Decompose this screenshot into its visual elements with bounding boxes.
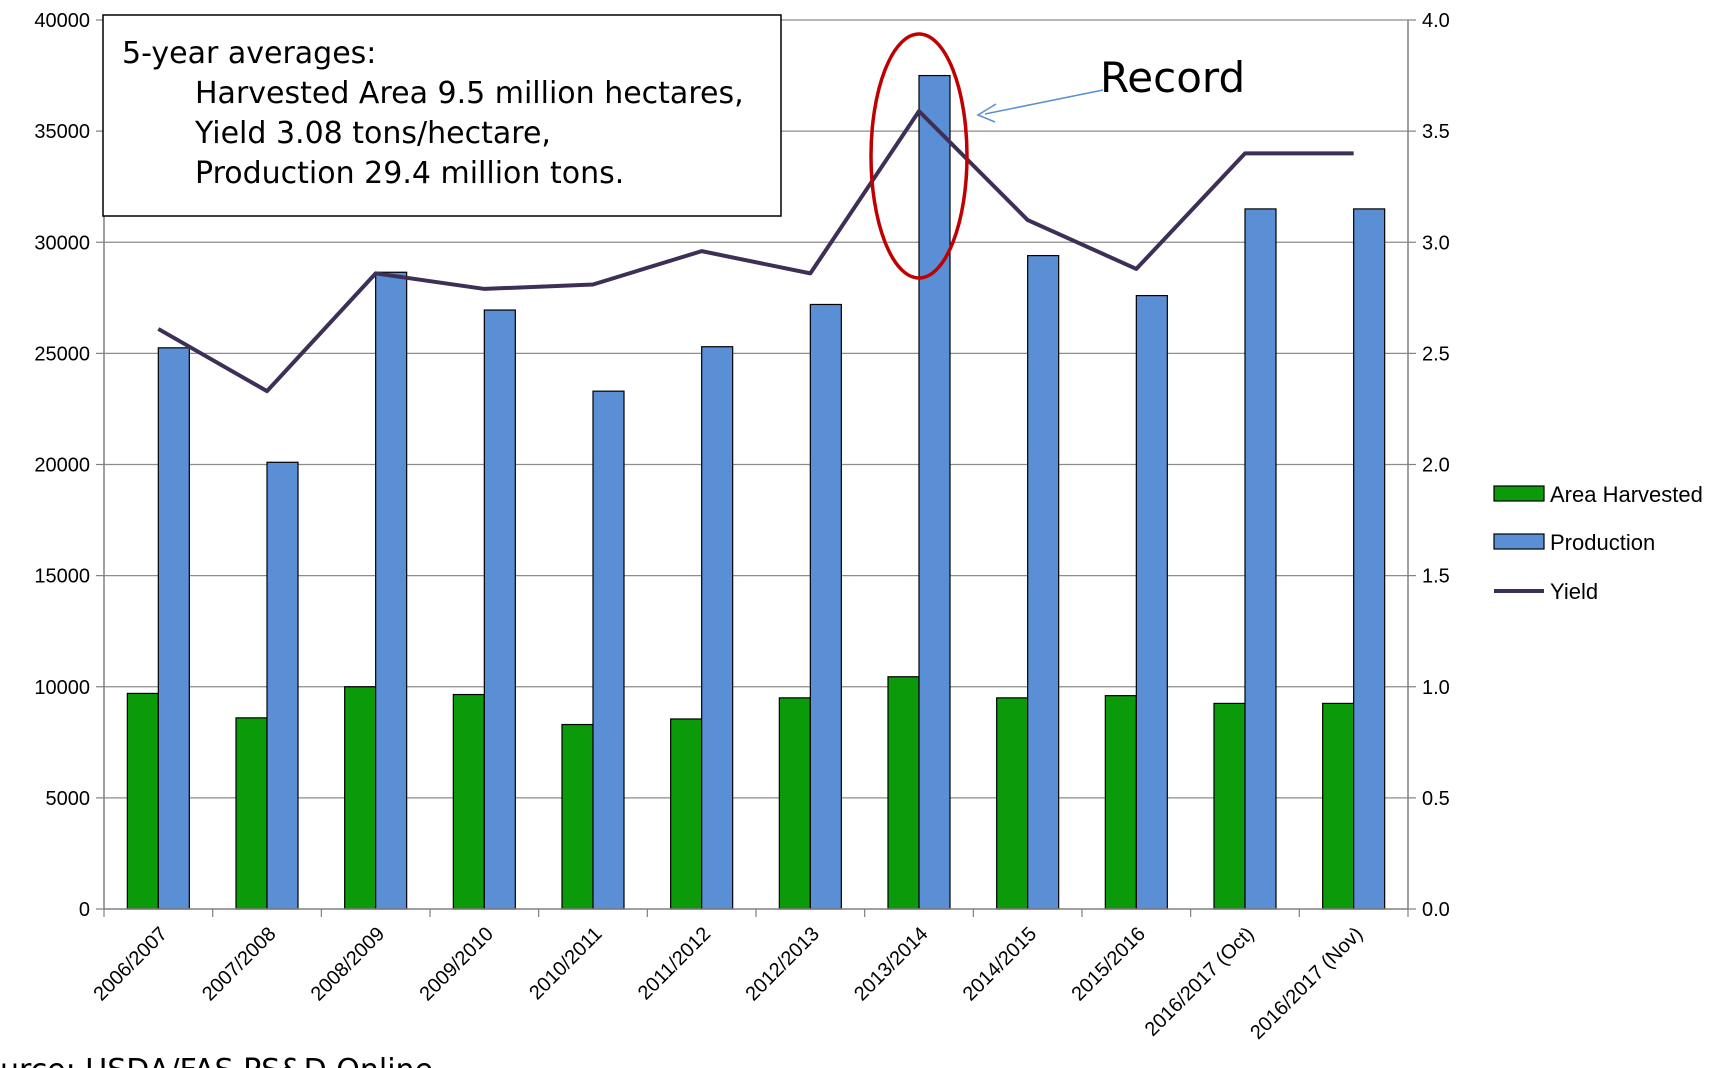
right-tick-label: 1.5 — [1422, 566, 1450, 588]
record-arrow — [984, 89, 1104, 115]
bar-area-harvested — [344, 686, 377, 910]
bar-production — [157, 347, 190, 910]
bar-production — [1135, 294, 1168, 910]
left-tick-label: 25000 — [34, 343, 90, 365]
legend-swatch-area-harvested — [1493, 485, 1545, 502]
left-tick-label: 40000 — [34, 10, 90, 32]
bar-area-harvested — [235, 717, 268, 910]
x-tick-label: 2011/2012 — [634, 923, 715, 1004]
legend-label: Area Harvested — [1550, 482, 1703, 507]
bar-area-harvested — [1104, 695, 1137, 910]
right-tick-label: 0.0 — [1422, 899, 1450, 921]
left-tick-label: 10000 — [34, 677, 90, 699]
right-tick-label: 3.0 — [1422, 232, 1450, 254]
left-tick-label: 35000 — [34, 121, 90, 143]
annotation-box-frame — [102, 14, 782, 217]
bar-area-harvested — [126, 692, 159, 910]
bar-area-harvested — [996, 697, 1029, 910]
left-tick-label: 15000 — [34, 566, 90, 588]
x-tick-label: 2016/2017 (Nov) — [1246, 923, 1367, 1044]
x-tick-label: 2012/2013 — [741, 923, 823, 1005]
legend: Area Harvested Production Yield — [1493, 482, 1703, 604]
bar-area-harvested — [561, 723, 594, 910]
bars — [126, 74, 1386, 910]
record-label: Record — [1100, 53, 1245, 102]
bar-production — [592, 390, 625, 910]
x-tick-label: 2015/2016 — [1067, 923, 1149, 1005]
record-highlight: Record — [869, 32, 1245, 280]
yield-series-line — [157, 109, 1354, 394]
left-tick-label: 30000 — [34, 232, 90, 254]
x-tick-label: 2009/2010 — [415, 923, 497, 1005]
bar-area-harvested — [887, 676, 920, 910]
bar-area-harvested — [1322, 702, 1355, 910]
annotation-line: Yield 3.08 tons/hectare, — [194, 116, 551, 151]
record-highlight-ellipse — [869, 32, 969, 280]
annotation-line: Harvested Area 9.5 million hectares, — [195, 76, 744, 111]
bar-production — [1244, 208, 1277, 910]
annotation-line: 5-year averages: — [122, 36, 376, 71]
right-tick-label: 3.5 — [1422, 121, 1450, 143]
bar-production — [483, 309, 516, 910]
left-tick-label: 5000 — [46, 788, 91, 810]
bar-area-harvested — [1213, 702, 1246, 910]
bar-production — [1027, 254, 1060, 910]
right-tick-label: 2.5 — [1422, 343, 1450, 365]
right-tick-label: 4.0 — [1422, 10, 1450, 32]
source-note: urce: USDA/FAS PS&D Online — [0, 1053, 433, 1068]
x-tick-label: 2013/2014 — [850, 923, 932, 1005]
left-tick-label: 0 — [79, 899, 90, 921]
legend-swatch-production — [1493, 533, 1545, 550]
right-tick-label: 2.0 — [1422, 455, 1450, 477]
bar-production — [701, 346, 734, 910]
bar-area-harvested — [452, 693, 485, 910]
bar-area-harvested — [670, 718, 703, 910]
bar-production — [375, 271, 408, 910]
x-tick-label: 2016/2017 (Oct) — [1141, 923, 1259, 1041]
bar-area-harvested — [778, 697, 811, 910]
x-tick-label: 2006/2007 — [89, 923, 171, 1005]
bar-production — [1353, 208, 1386, 910]
x-tick-label: 2014/2015 — [959, 923, 1041, 1005]
x-tick-label: 2007/2008 — [198, 923, 280, 1005]
right-tick-label: 1.0 — [1422, 677, 1450, 699]
legend-label: Production — [1550, 530, 1655, 555]
left-tick-label: 20000 — [34, 455, 90, 477]
bar-production — [266, 461, 299, 910]
bar-production — [918, 74, 951, 910]
x-tick-label: 2010/2011 — [525, 923, 606, 1004]
bar-production — [809, 303, 842, 910]
legend-label: Yield — [1550, 579, 1598, 604]
annotation-line: Production 29.4 million tons. — [195, 156, 624, 191]
record-arrow-head — [976, 103, 997, 123]
x-tick-label: 2008/2009 — [307, 923, 389, 1005]
yield-line — [157, 109, 1354, 394]
annotation-box: 5-year averages: Harvested Area 9.5 milli… — [102, 14, 782, 217]
right-tick-label: 0.5 — [1422, 788, 1450, 810]
source-note-text: urce: USDA/FAS PS&D Online — [0, 1053, 433, 1068]
